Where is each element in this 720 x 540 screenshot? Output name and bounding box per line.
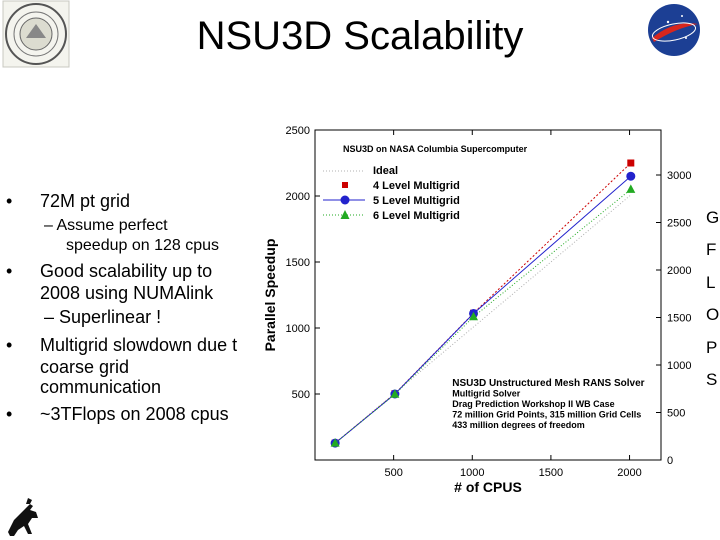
sub-bullet-text: – Superlinear ! (44, 307, 162, 327)
x-tick-label: 500 (384, 467, 402, 479)
y-tick-label: 1500 (286, 257, 310, 269)
bullet-glyph: • (6, 335, 13, 355)
clipped-letters: G F L O P S (702, 0, 720, 540)
y2-tick-label: 1500 (667, 313, 691, 325)
x-tick-label: 1000 (460, 467, 484, 479)
bullet-text: 72M pt grid (40, 191, 131, 211)
y2-tick-label: 2500 (667, 218, 691, 230)
bullet-text: 2008 using NUMAlink (40, 283, 214, 303)
data-point-triangle (390, 389, 400, 398)
chart-annotation-line: Multigrid Solver (452, 389, 521, 399)
edge-letter: L (706, 273, 716, 292)
chart-annotation-line: NSU3D Unstructured Mesh RANS Solver (452, 378, 644, 389)
y-axis-label: Parallel Speedup (262, 239, 278, 352)
edge-letter: P (706, 338, 718, 357)
legend-marker-square (342, 182, 348, 188)
university-seal-logo (2, 0, 70, 68)
y2-tick-label: 0 (667, 455, 673, 467)
y-tick-label: 2000 (286, 191, 310, 203)
y2-tick-label: 1000 (667, 360, 691, 372)
chart-annotation-line: 72 million Grid Points, 315 million Grid… (452, 410, 641, 420)
data-point-triangle (330, 438, 340, 447)
chart-annotation-line: Drag Prediction Workshop II WB Case (452, 399, 614, 409)
y-tick-label: 1000 (286, 323, 310, 335)
chart-panel: 500 1000 1500 2000 500 1000 1500 2000 2500 0 500 10… (251, 78, 699, 510)
y2-tick-label: 3000 (667, 170, 691, 182)
edge-letter: S (706, 370, 718, 389)
edge-letter: G (706, 208, 720, 227)
sub-bullet-text: speedup on 128 cpus (66, 237, 220, 254)
legend-label: 4 Level Multigrid (373, 180, 460, 192)
x-tick-label: 2000 (617, 467, 641, 479)
bullet-text: communication (40, 377, 162, 397)
y2-tick-label: 2000 (667, 265, 691, 277)
bullet-text: ~3TFlops on 2008 cpus (40, 404, 229, 424)
legend-label: Ideal (373, 165, 398, 177)
edge-letter: F (706, 240, 717, 259)
bullet-list: • 72M pt grid – Assume perfect speedup o… (0, 0, 260, 540)
data-point-triangle (469, 311, 479, 321)
x-axis-label: # of CPUS (454, 479, 522, 495)
nasa-logo (648, 4, 700, 56)
series-line (334, 194, 632, 444)
x-tick-label: 1500 (539, 467, 563, 479)
bullet-glyph: • (6, 191, 13, 211)
cowboy-logo (0, 496, 46, 540)
legend-marker-triangle (340, 210, 350, 219)
y-tick-label: 2500 (286, 125, 310, 137)
slide-title: NSU3D Scalability (196, 14, 524, 58)
bullet-text: Good scalability up to (40, 261, 213, 281)
y2-tick-label: 500 (667, 408, 685, 420)
legend-label: 5 Level Multigrid (373, 195, 460, 207)
data-point-square (627, 159, 635, 167)
bullet-text: coarse grid (40, 357, 130, 377)
sub-bullet-text: – Assume perfect (44, 217, 168, 234)
bullet-glyph: • (6, 404, 13, 424)
legend-marker-circle (340, 195, 350, 205)
series-line (334, 189, 632, 444)
chart-annotation-line: 433 million degrees of freedom (452, 420, 585, 430)
legend-label: 6 Level Multigrid (373, 210, 460, 222)
data-point-circle (626, 171, 636, 181)
plot-frame (314, 129, 662, 461)
edge-letter: O (706, 305, 720, 324)
y-tick-label: 500 (292, 389, 310, 401)
speedup-chart: 500 1000 1500 2000 500 1000 1500 2000 2500 0 500 10… (262, 125, 691, 495)
chart-title: NSU3D on NASA Columbia Supercomputer (343, 144, 528, 154)
bullet-glyph: • (6, 261, 13, 281)
series-line (334, 175, 632, 444)
bullet-text: Multigrid slowdown due t (40, 335, 238, 355)
data-point-triangle (626, 184, 636, 193)
